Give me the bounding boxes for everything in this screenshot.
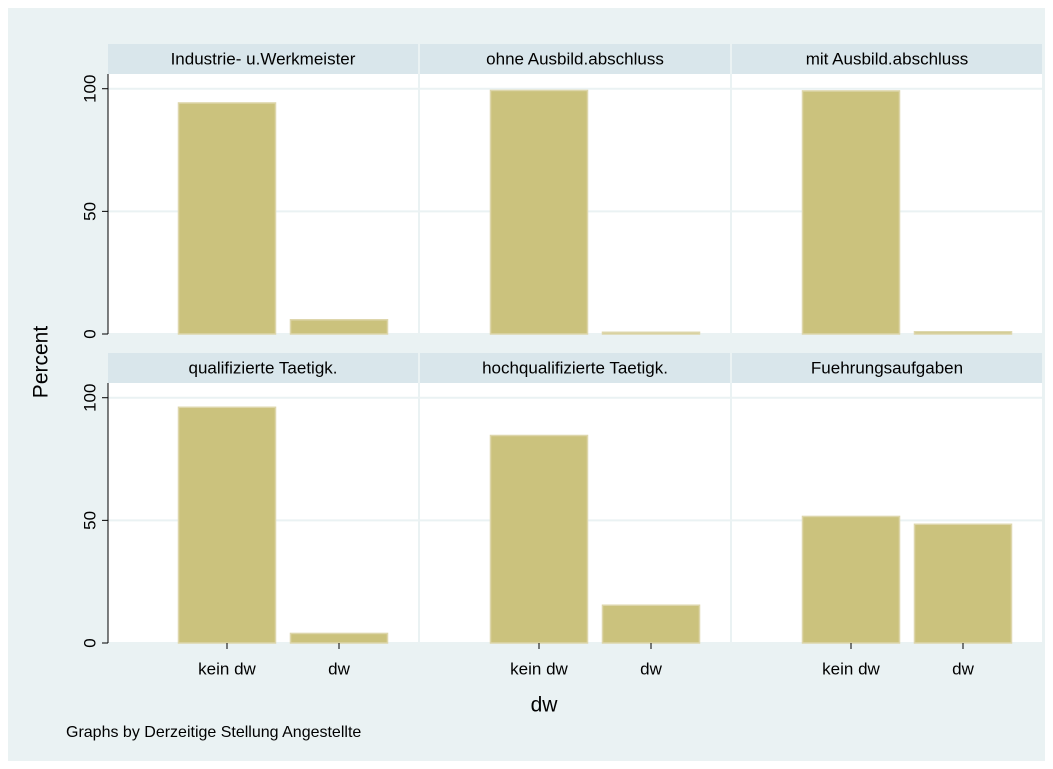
x-tick-label: kein dw bbox=[198, 659, 256, 678]
panel-title-strip bbox=[420, 353, 730, 383]
panel-title: mit Ausbild.abschluss bbox=[806, 49, 969, 68]
panel-title: Fuehrungsaufgaben bbox=[811, 358, 963, 377]
panel-title: ohne Ausbild.abschluss bbox=[486, 49, 664, 68]
x-tick-label: kein dw bbox=[510, 659, 568, 678]
panel-title-strip bbox=[108, 44, 418, 74]
panel-title-strip bbox=[420, 44, 730, 74]
y-tick-label: 0 bbox=[80, 329, 99, 338]
note: Graphs by Derzeitige Stellung Angestellt… bbox=[66, 724, 361, 741]
panel-title-strip bbox=[108, 353, 418, 383]
bar bbox=[601, 331, 701, 335]
panel-title-strip bbox=[732, 44, 1042, 74]
y-tick-label: 50 bbox=[80, 202, 99, 221]
x-tick-label: dw bbox=[640, 659, 662, 678]
x-axis-label: dw bbox=[531, 694, 559, 717]
bar bbox=[913, 331, 1013, 335]
panel-title-strip bbox=[732, 353, 1042, 383]
bar bbox=[289, 319, 389, 335]
panel-title: Industrie- u.Werkmeister bbox=[171, 49, 356, 68]
bar bbox=[289, 632, 389, 644]
y-tick-label: 100 bbox=[80, 75, 99, 103]
bar bbox=[177, 102, 277, 335]
y-tick-label: 0 bbox=[80, 638, 99, 647]
bar bbox=[489, 89, 589, 335]
y-tick-label: 100 bbox=[80, 384, 99, 412]
bar bbox=[489, 434, 589, 644]
bar bbox=[801, 90, 901, 335]
panel-title: qualifizierte Taetigk. bbox=[189, 358, 338, 377]
x-tick-label: dw bbox=[952, 659, 974, 678]
x-tick-label: kein dw bbox=[822, 659, 880, 678]
y-tick-label: 50 bbox=[80, 511, 99, 530]
panel-title: hochqualifizierte Taetigk. bbox=[482, 358, 668, 377]
x-tick-label: dw bbox=[328, 659, 350, 678]
bar bbox=[913, 523, 1013, 644]
y-axis-label: Percent bbox=[30, 326, 53, 399]
bar bbox=[801, 515, 901, 644]
bar bbox=[601, 604, 701, 644]
bar bbox=[177, 406, 277, 644]
